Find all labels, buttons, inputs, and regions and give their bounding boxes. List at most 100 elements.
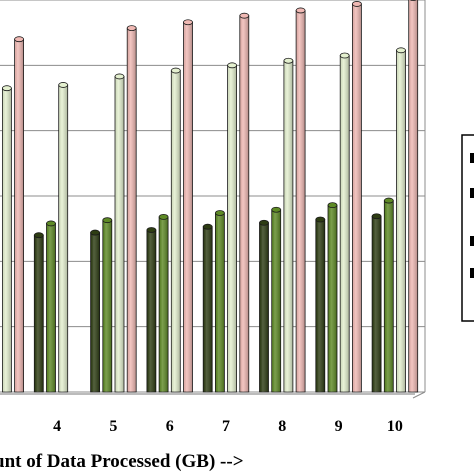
bar-cap [371, 213, 382, 220]
x-tick-label: 10 [387, 418, 403, 435]
bar-cap [295, 7, 306, 14]
bar [58, 82, 69, 393]
bar-cap [214, 210, 225, 216]
bar [408, 0, 419, 393]
plot-wall-edge [412, 391, 426, 399]
bar-cap [114, 73, 125, 80]
bar-shade [102, 220, 112, 392]
bar-cap [239, 12, 250, 19]
bar-cap [33, 232, 44, 239]
bar [371, 213, 382, 393]
bar [126, 25, 137, 393]
bar [214, 210, 225, 393]
bar-shade [352, 3, 362, 392]
x-tick-label: 6 [166, 418, 174, 435]
x-tick-label: 8 [278, 418, 286, 435]
bar-shade [372, 216, 382, 392]
bar-shade [2, 88, 12, 392]
bar-cap [90, 229, 100, 236]
bar-cap [227, 62, 238, 69]
bar-shade [384, 200, 394, 392]
bar [170, 67, 181, 393]
bar [283, 57, 294, 393]
bar-cap [183, 19, 193, 26]
bar-cap [351, 1, 362, 7]
x-tick-labels: 4 5 6 7 8 9 10 [53, 418, 403, 435]
bar-shade [296, 10, 306, 392]
bar-cap [259, 219, 269, 226]
legend-swatch [470, 153, 474, 163]
bar-cap [158, 214, 169, 220]
bar [259, 219, 269, 393]
bar [339, 52, 350, 393]
bar [146, 227, 157, 393]
bar [315, 216, 326, 393]
bar-cap [202, 223, 213, 230]
bar-shade [315, 219, 325, 392]
bar-shade [90, 232, 100, 392]
bar-cap [102, 217, 113, 224]
bar-shade [58, 84, 68, 392]
bar-shade [408, 0, 418, 392]
bar-cap [146, 227, 157, 233]
bar-cap [14, 36, 25, 43]
bar [227, 62, 238, 393]
bar [46, 220, 56, 393]
bar [271, 206, 282, 393]
bar [183, 19, 193, 393]
legend [461, 134, 474, 322]
bar-cap [383, 197, 394, 204]
bar-cap [170, 67, 181, 74]
bar [33, 232, 44, 393]
bar-shade [259, 222, 269, 392]
x-tick-label: 5 [109, 418, 117, 435]
legend-swatch [470, 188, 474, 198]
x-tick-label: 7 [222, 418, 230, 435]
bar-cap [58, 82, 69, 88]
bar [14, 36, 25, 393]
bar [351, 1, 362, 393]
bar-shade [239, 15, 249, 393]
bar [327, 202, 338, 393]
bar [295, 7, 306, 393]
legend-swatch [470, 236, 474, 246]
bar [114, 73, 125, 393]
bar [383, 197, 394, 393]
bar [239, 12, 250, 393]
x-tick-label: 4 [53, 418, 61, 435]
bar [158, 214, 169, 393]
bar-cap [339, 52, 350, 59]
bar-cap [327, 202, 338, 209]
bar-shade [183, 22, 193, 393]
bar-cap [315, 216, 326, 223]
x-axis-title: unt of Data Processed (GB) --> [0, 451, 244, 472]
bar-shade [215, 212, 225, 392]
bar-cap [126, 25, 137, 31]
bar-shade [171, 70, 181, 392]
bar [202, 223, 213, 393]
bar [102, 217, 113, 393]
bars [1, 0, 419, 393]
bar-cap [271, 206, 282, 213]
bar-shade [14, 39, 24, 392]
bar-shade [227, 65, 237, 392]
bar-shade [146, 229, 156, 392]
x-tick-label: 9 [335, 418, 343, 435]
bar-shade [34, 235, 44, 392]
bar-shade [271, 209, 281, 392]
bar-cap [396, 47, 406, 54]
bar-shade [46, 223, 56, 392]
bar-shade [328, 205, 337, 392]
bar [396, 47, 406, 393]
bar [90, 229, 100, 393]
bar-cap [46, 220, 56, 227]
bar-shade [159, 216, 169, 392]
bar-shade [396, 50, 406, 392]
bar-shade [115, 76, 124, 392]
bar-cap [409, 0, 417, 1]
bar [1, 85, 12, 393]
bar-cap [283, 57, 294, 64]
bar-shade [340, 55, 350, 393]
legend-swatch [470, 268, 474, 278]
